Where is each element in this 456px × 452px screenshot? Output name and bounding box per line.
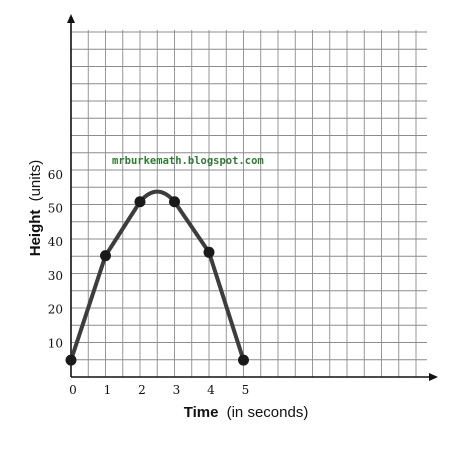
x-axis-title: Time (in seconds) bbox=[184, 404, 309, 421]
y-tick-label: 20 bbox=[48, 303, 63, 317]
y-tick-label: 10 bbox=[48, 336, 63, 350]
y-axis-title-unit: (units) bbox=[27, 160, 44, 202]
y-tick-label: 30 bbox=[48, 269, 63, 283]
y-tick-label: 40 bbox=[48, 235, 63, 249]
x-tick-label: 3 bbox=[173, 383, 181, 397]
grid bbox=[70, 30, 427, 378]
y-axis-title: Height (units) bbox=[27, 160, 44, 257]
x-axis-arrow bbox=[429, 373, 438, 381]
watermark-text: mrburkemath.blogspot.com bbox=[112, 155, 264, 167]
x-axis-title-unit: (in seconds) bbox=[227, 404, 309, 421]
y-tick-label: 60 bbox=[48, 168, 63, 182]
data-point bbox=[65, 354, 77, 366]
y-axis-arrow bbox=[67, 14, 75, 23]
x-tick-label: 0 bbox=[69, 383, 77, 397]
x-tick-label: 2 bbox=[138, 383, 146, 397]
data-point bbox=[134, 196, 146, 208]
x-tick-labels: 0 1 2 3 4 5 bbox=[69, 383, 249, 397]
axes bbox=[67, 14, 438, 381]
y-tick-label: 50 bbox=[48, 202, 63, 216]
data-point bbox=[203, 246, 215, 258]
x-tick-label: 1 bbox=[104, 383, 112, 397]
y-tick-labels: 10 20 30 40 50 60 bbox=[48, 168, 63, 350]
x-tick-label: 4 bbox=[207, 383, 215, 397]
data-series bbox=[65, 189, 249, 366]
y-axis-title-main: Height bbox=[27, 210, 44, 257]
x-axis-title-main: Time bbox=[184, 404, 219, 421]
x-tick-label: 5 bbox=[242, 383, 250, 397]
data-point bbox=[238, 354, 249, 366]
data-point bbox=[169, 196, 180, 208]
data-point bbox=[100, 250, 111, 262]
